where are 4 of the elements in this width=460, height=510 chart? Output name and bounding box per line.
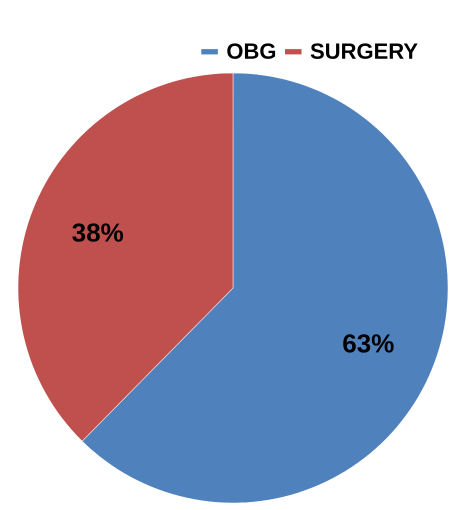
slice-label: OBG	[227, 43, 276, 59]
data-label: 38%	[72, 223, 124, 242]
data-label: 63%	[343, 334, 394, 353]
legend-label: SURGERY	[310, 43, 418, 59]
